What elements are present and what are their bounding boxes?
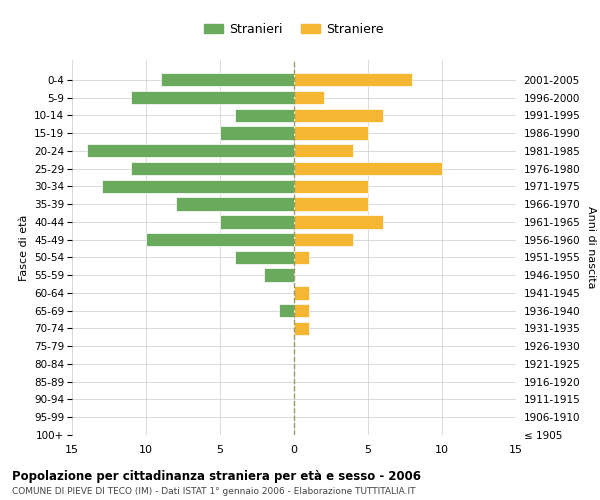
Bar — [294, 198, 368, 211]
Bar — [131, 91, 294, 104]
Bar — [161, 73, 294, 86]
Bar — [294, 215, 383, 228]
Bar — [294, 304, 309, 318]
Bar — [294, 322, 309, 335]
Bar — [176, 198, 294, 211]
Bar — [294, 250, 309, 264]
Bar — [294, 180, 368, 193]
Text: COMUNE DI PIEVE DI TECO (IM) - Dati ISTAT 1° gennaio 2006 - Elaborazione TUTTITA: COMUNE DI PIEVE DI TECO (IM) - Dati ISTA… — [12, 488, 415, 496]
Bar — [294, 144, 353, 158]
Bar — [265, 268, 294, 282]
Bar — [131, 162, 294, 175]
Bar — [235, 108, 294, 122]
Bar — [294, 126, 368, 140]
Y-axis label: Anni di nascita: Anni di nascita — [586, 206, 596, 289]
Bar — [87, 144, 294, 158]
Bar — [294, 108, 383, 122]
Bar — [294, 91, 323, 104]
Bar — [294, 73, 412, 86]
Bar — [235, 250, 294, 264]
Bar — [220, 215, 294, 228]
Y-axis label: Fasce di età: Fasce di età — [19, 214, 29, 280]
Bar — [146, 233, 294, 246]
Bar — [294, 286, 309, 300]
Bar — [279, 304, 294, 318]
Bar — [101, 180, 294, 193]
Legend: Stranieri, Straniere: Stranieri, Straniere — [199, 18, 389, 40]
Bar — [294, 233, 353, 246]
Bar — [294, 162, 442, 175]
Text: Popolazione per cittadinanza straniera per età e sesso - 2006: Popolazione per cittadinanza straniera p… — [12, 470, 421, 483]
Bar — [220, 126, 294, 140]
